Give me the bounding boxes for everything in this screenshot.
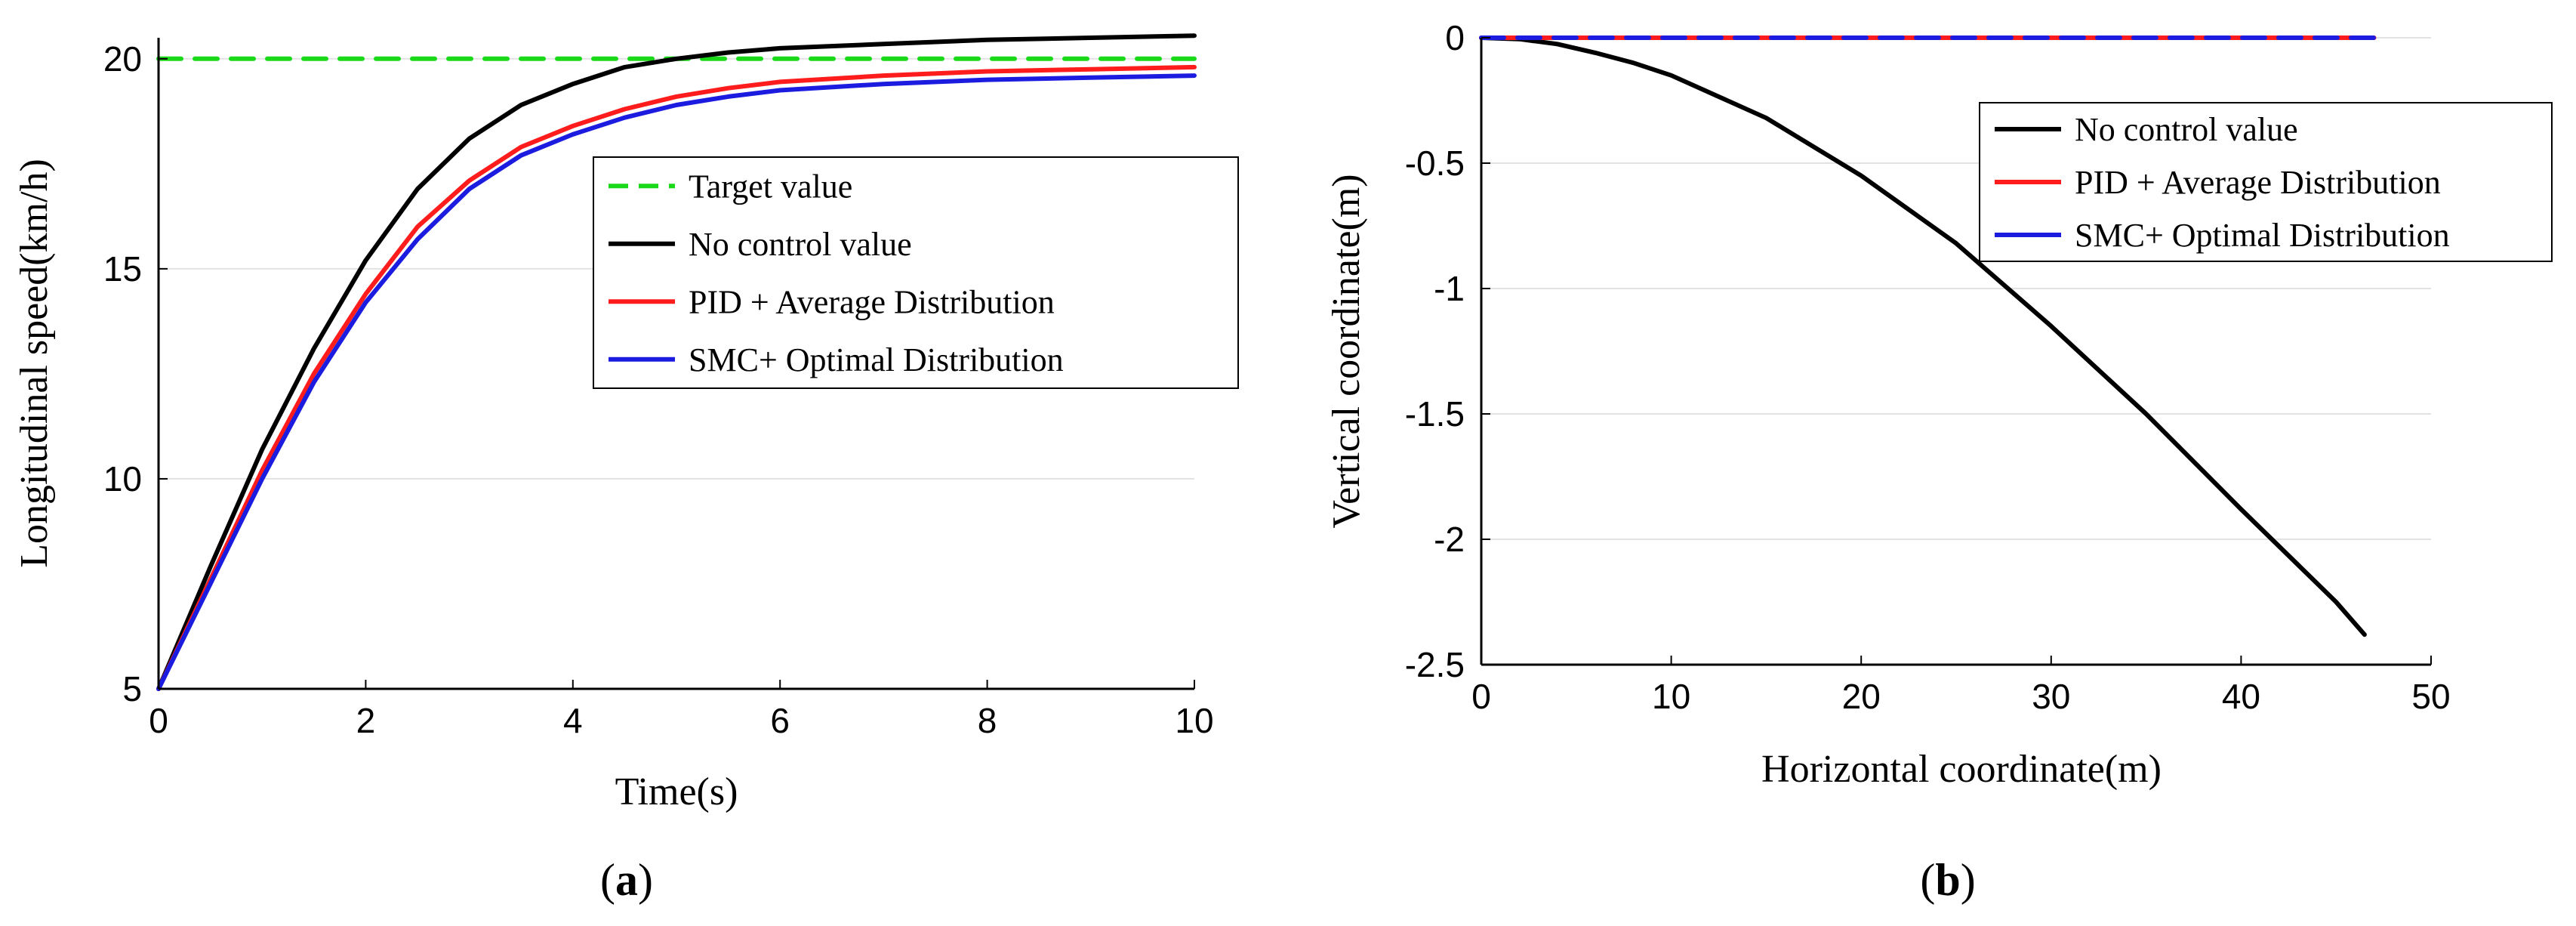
caption-letter: b [1935, 855, 1960, 905]
axes [1480, 37, 2432, 666]
legend: No control value PID + Average Distributi… [1979, 102, 2553, 262]
legend-box [1979, 102, 2553, 262]
y-tick-label: 20 [103, 39, 142, 79]
caption-paren-close: ) [1961, 855, 1976, 905]
x-tick-label: 6 [770, 701, 790, 740]
y-axis-label: Vertical coordinate(m) [1325, 174, 1368, 528]
y-axis-label: Longitudinal speed(km/h) [13, 159, 56, 568]
panel-caption-a: (a) [600, 855, 653, 905]
legend-box [593, 156, 1239, 389]
x-tick-label: 2 [356, 701, 376, 740]
y-tick-label: -2.5 [1405, 645, 1465, 684]
x-tick-label: 10 [1175, 701, 1213, 740]
legend-label: No control value [2075, 111, 2298, 148]
panel-caption-b: (b) [1920, 855, 1975, 905]
axes [157, 38, 1195, 690]
series-group [1479, 35, 2377, 637]
legend-label: SMC+ Optimal Distribution [2075, 217, 2450, 254]
x-tick-label: 40 [2222, 677, 2260, 716]
x-tick-label: 50 [2411, 677, 2450, 716]
x-axis-label: Horizontal coordinate(m) [1761, 748, 2162, 791]
chart-panel-a: 5 10 15 20 0 2 4 6 8 10 Time(s) Longitudinal spee… [13, 33, 1239, 905]
legend-label: No control value [689, 226, 912, 263]
series-line-1 [156, 33, 1197, 691]
legend-label: SMC+ Optimal Distribution [689, 341, 1064, 378]
series-line-3 [156, 73, 1197, 691]
y-tick-label: 10 [103, 459, 142, 498]
chart-panel-b: 0-0.5-1-1.5-2-2.50 10 20 30 40 50 Horizontal … [1325, 18, 2553, 905]
y-tick-label: -0.5 [1405, 144, 1465, 183]
x-axis-label: Time(s) [615, 770, 738, 813]
x-tick-label: 10 [1652, 677, 1690, 716]
x-tick-label: 0 [149, 701, 168, 740]
legend-label: PID + Average Distribution [2075, 164, 2441, 201]
y-tick-label: -1 [1434, 269, 1465, 308]
caption-letter: a [615, 855, 638, 905]
series-line-0 [1479, 35, 2367, 637]
x-tick-label: 4 [563, 701, 583, 740]
caption-paren-open: ( [600, 855, 615, 905]
legend-label: Target value [689, 168, 852, 205]
x-tick-label: 30 [2032, 677, 2070, 716]
x-tick-label: 8 [978, 701, 997, 740]
caption-paren-open: ( [1920, 855, 1935, 905]
tick-labels: 5 10 15 20 0 2 4 6 8 10 [103, 39, 1214, 740]
legend: Target value No control value PID + Averag… [593, 156, 1239, 389]
x-tick-label: 0 [1471, 677, 1491, 716]
legend-label: PID + Average Distribution [689, 283, 1055, 320]
y-tick-label: -2 [1434, 520, 1465, 559]
y-tick-label: 0 [1445, 18, 1465, 57]
caption-paren-close: ) [638, 855, 653, 905]
tick-labels: 0-0.5-1-1.5-2-2.50 10 20 30 40 50 [1405, 18, 2451, 716]
series-line-2 [156, 64, 1197, 691]
y-tick-label: 5 [122, 669, 142, 708]
x-tick-label: 20 [1842, 677, 1881, 716]
y-tick-label: 15 [103, 249, 142, 289]
y-tick-label: -1.5 [1405, 394, 1465, 434]
series-group [156, 33, 1197, 691]
